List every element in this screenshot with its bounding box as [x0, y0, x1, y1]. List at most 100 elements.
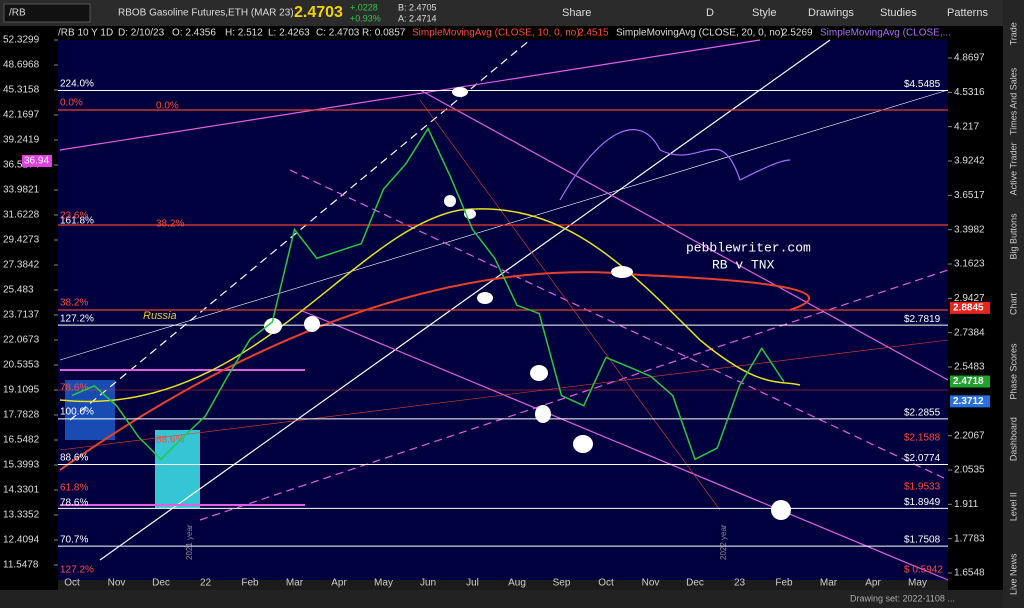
description: RBOB Gasoline Futures,ETH (MAR 23) — [118, 8, 294, 19]
toolbar-button[interactable]: Style — [752, 7, 776, 19]
toolbar-button[interactable]: D — [706, 7, 714, 19]
x-tick-label: Feb — [241, 578, 259, 589]
left-tick-label: 12.4094 — [3, 535, 40, 546]
left-tick-label: 11.5478 — [3, 560, 39, 571]
left-tick-label: 42.1697 — [3, 110, 40, 121]
price-badge-label: 2.4718 — [953, 376, 984, 387]
fib-label: 23.6% — [60, 211, 88, 222]
fib-label: 38.2% — [60, 298, 88, 309]
right-tick-label: 2.2067 — [954, 430, 985, 441]
price-badge-label: 2.8845 — [953, 303, 984, 314]
fib-label: 127.2% — [60, 314, 94, 325]
price-badge-label: 2.3712 — [953, 396, 984, 407]
change: +.0228 — [350, 2, 378, 12]
side-tab[interactable]: Dashboard — [1008, 417, 1018, 461]
left-tick-label: 29.4273 — [3, 235, 40, 246]
price-badge — [950, 375, 990, 388]
side-tab[interactable]: Live News — [1008, 553, 1018, 595]
side-tab[interactable]: Big Buttons — [1008, 213, 1018, 260]
last-price: 2.4703 — [294, 4, 343, 21]
fib-label: 100.0% — [60, 407, 94, 418]
fib-label: 88.6% — [156, 435, 184, 446]
x-tick-label: 22 — [200, 578, 212, 589]
toolbar-button[interactable]: Patterns — [947, 7, 988, 19]
left-tick-label: 22.0673 — [3, 335, 40, 346]
toolbar-button[interactable]: Drawings — [808, 7, 854, 19]
right-tick-label: 3.1623 — [954, 259, 985, 270]
x-tick-label: Jul — [466, 578, 479, 589]
fib-label: 127.2% — [60, 565, 94, 576]
left-tick-label: 16.5482 — [3, 435, 40, 446]
level-label: $1.9533 — [904, 482, 941, 493]
trendlines — [58, 39, 949, 581]
x-tick-label: Mar — [820, 578, 838, 589]
legend-bar — [0, 26, 1003, 40]
x-tick-label: Feb — [775, 578, 793, 589]
right-tick-label: 3.9242 — [954, 156, 985, 167]
side-tab[interactable]: Trade — [1008, 22, 1018, 45]
right-tick-label: 4.217 — [954, 121, 979, 132]
side-tab[interactable]: Times And Sales — [1008, 67, 1018, 135]
left-tick-label: 15.3993 — [3, 460, 40, 471]
toolbar — [0, 0, 1024, 26]
right-tick-label: 2.9427 — [954, 293, 985, 304]
x-tick-label: Oct — [598, 578, 614, 589]
right-axis-bg — [948, 40, 1003, 590]
legend-symbol: /RB 10 Y 1D — [58, 28, 113, 39]
left-tick-label: 23.7137 — [3, 310, 40, 321]
symbol-box[interactable] — [3, 3, 91, 23]
sma20-label: SimpleMovingAvg (CLOSE, 20, 0, no) — [616, 28, 784, 39]
year-annotation: 2021 year — [185, 524, 194, 560]
toolbar-button[interactable]: Studies — [880, 7, 917, 19]
legend-open: O: 2.4356 — [172, 28, 216, 39]
left-tick-label: 45.3158 — [3, 85, 40, 96]
side-tab[interactable]: Active Trader — [1008, 142, 1018, 195]
level-label: $4.5485 — [904, 79, 941, 90]
bid: B: 2.4705 — [398, 2, 437, 12]
toolbar-button[interactable]: Share — [562, 7, 591, 19]
x-tick-label: Apr — [331, 578, 347, 589]
left-tick-label: 39.2419 — [3, 135, 40, 146]
fib-label: 78.6% — [60, 498, 88, 509]
fib-label: 38.2% — [156, 219, 184, 230]
status: Drawing set: 2022-1108 ... — [850, 593, 955, 603]
side-tab[interactable]: Level II — [1008, 492, 1018, 521]
left-tick-label: 25.483 — [3, 285, 34, 296]
legend-low: L: 2.4263 — [268, 28, 310, 39]
fib-label: 0.0% — [156, 101, 179, 112]
right-tick-label: 4.5316 — [954, 87, 985, 98]
side-tab[interactable]: Chart — [1008, 293, 1018, 316]
x-tick-label: Sep — [553, 578, 571, 589]
left-tick-label: 19.1095 — [3, 385, 40, 396]
symbol[interactable]: /RB — [9, 8, 26, 19]
level-label: $2.0774 — [904, 453, 941, 464]
left-badge — [22, 155, 52, 168]
event-annotation: Russia — [143, 310, 177, 322]
subtitle-annotation: RB v TNX — [712, 257, 775, 272]
left-tick-label: 52.3299 — [3, 35, 40, 46]
left-tick-label: 13.3352 — [3, 510, 40, 521]
x-tick-label: May — [374, 578, 393, 589]
left-tick-label: 27.3842 — [3, 260, 40, 271]
left-axis-bg — [0, 40, 58, 590]
fib-label: 224.0% — [60, 79, 94, 90]
right-tick-label: 2.0535 — [954, 465, 985, 476]
markers — [264, 87, 791, 520]
level-label: $2.7819 — [904, 314, 941, 325]
x-tick-label: May — [908, 578, 927, 589]
sma10-value: 2.4515 — [578, 28, 609, 39]
sma10-label: SimpleMovingAvg (CLOSE, 10, 0, no) — [412, 28, 580, 39]
right-tick-label: 2.5483 — [954, 362, 985, 373]
left-badge-label: 36.94 — [24, 156, 49, 167]
fib-label: 161.8% — [60, 216, 94, 227]
left-tick-label: 36.5174 — [3, 160, 40, 171]
status-bar — [0, 590, 1003, 608]
level-label: $2.2855 — [904, 408, 941, 419]
fib-label: 88.6% — [60, 453, 88, 464]
left-tick-label: 48.6968 — [3, 60, 40, 71]
side-tab[interactable]: Phase Scores — [1008, 343, 1018, 400]
level-label: $1.8949 — [904, 497, 941, 508]
ask: A: 2.4714 — [398, 13, 437, 23]
price-badge — [950, 301, 990, 314]
